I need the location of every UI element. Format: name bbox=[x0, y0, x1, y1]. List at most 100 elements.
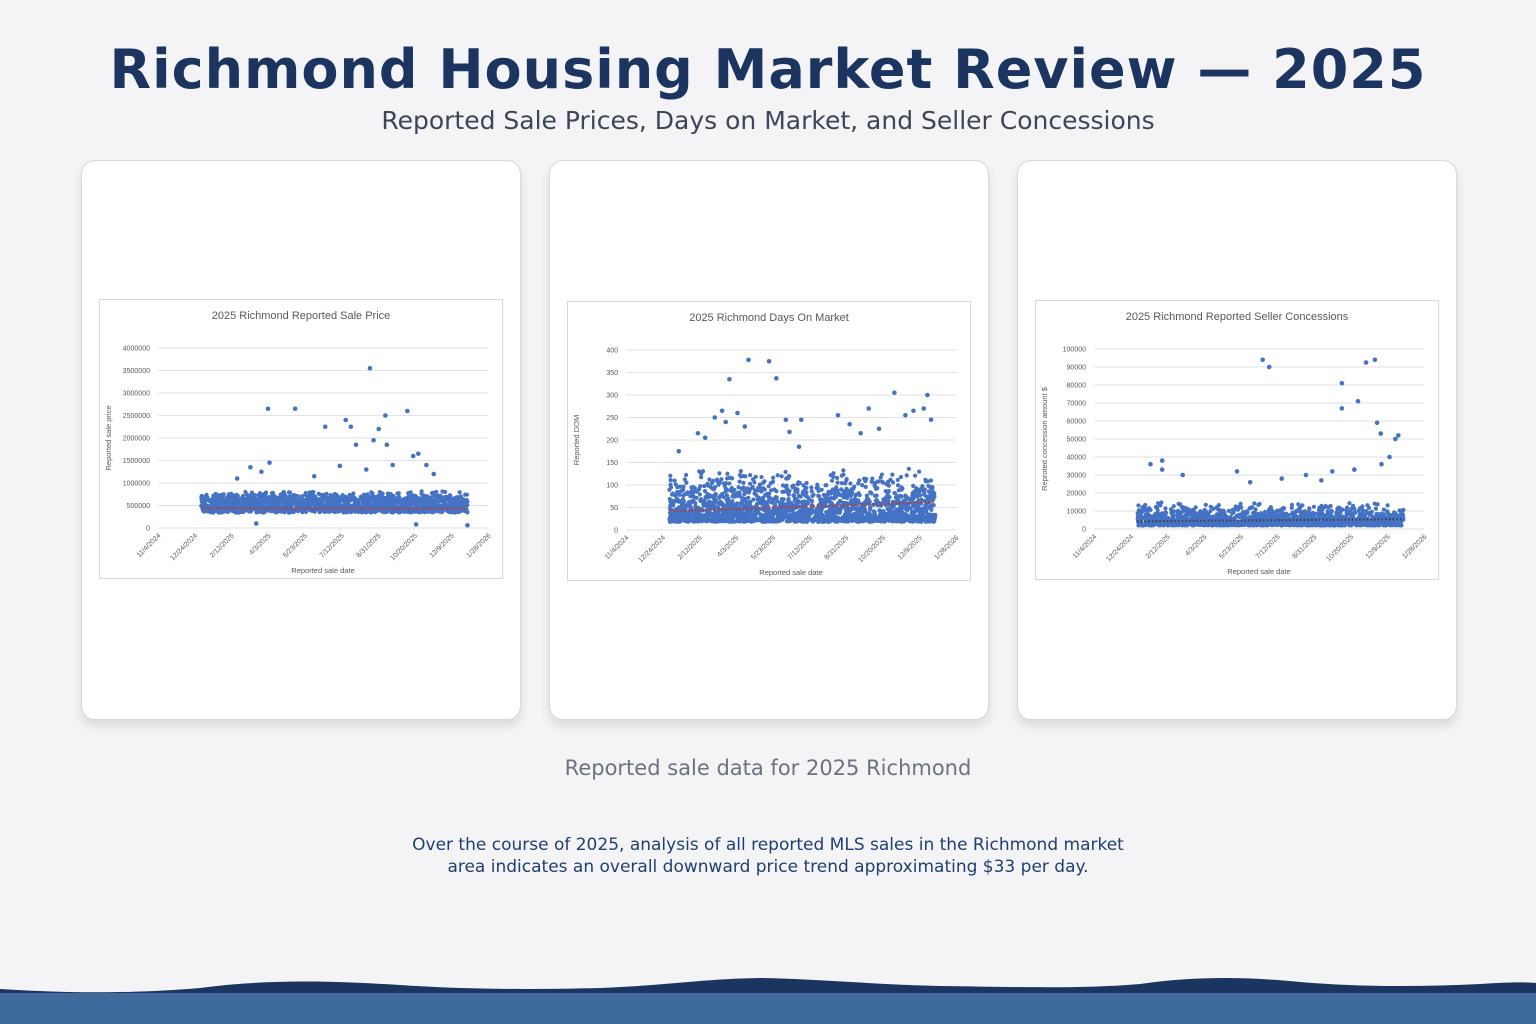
data-point bbox=[916, 498, 921, 503]
data-point bbox=[1318, 515, 1323, 520]
data-point bbox=[792, 512, 797, 518]
data-point bbox=[743, 474, 748, 479]
data-point bbox=[890, 480, 896, 485]
data-point bbox=[1182, 522, 1187, 527]
data-point bbox=[328, 497, 333, 503]
data-point bbox=[678, 489, 683, 494]
data-point bbox=[834, 475, 840, 481]
data-point bbox=[1226, 508, 1232, 514]
data-point bbox=[901, 503, 906, 508]
data-point bbox=[814, 513, 819, 518]
data-point bbox=[931, 502, 936, 508]
data-points bbox=[199, 365, 470, 528]
data-point bbox=[719, 502, 724, 507]
data-point bbox=[895, 477, 900, 482]
page-title: Richmond Housing Market Review — 2025 bbox=[109, 38, 1427, 101]
data-point bbox=[789, 513, 794, 518]
data-point bbox=[787, 502, 792, 507]
data-point bbox=[248, 464, 253, 470]
data-point bbox=[828, 519, 833, 524]
x-tick-label: 12/9/2025 bbox=[897, 534, 924, 561]
data-point bbox=[371, 437, 376, 443]
y-tick-label: 400 bbox=[606, 348, 618, 355]
data-point bbox=[697, 517, 702, 522]
data-point bbox=[1232, 507, 1237, 513]
chart-title: 2025 Richmond Days On Market bbox=[689, 312, 849, 324]
data-point bbox=[234, 476, 240, 481]
data-point bbox=[679, 498, 684, 504]
data-point bbox=[233, 508, 238, 513]
seller-concessions-scatter-chart: 2025 Richmond Reported Seller Concession… bbox=[1040, 311, 1428, 576]
data-point bbox=[1185, 509, 1190, 514]
data-point bbox=[266, 503, 271, 508]
data-point bbox=[891, 514, 896, 519]
data-point bbox=[723, 489, 728, 494]
data-point bbox=[931, 496, 936, 501]
data-point bbox=[1399, 510, 1404, 515]
data-point bbox=[249, 490, 254, 495]
data-point bbox=[1294, 514, 1299, 519]
data-point bbox=[1352, 467, 1357, 472]
data-point bbox=[261, 500, 266, 505]
data-point bbox=[751, 497, 756, 502]
data-point bbox=[915, 519, 920, 524]
data-point bbox=[673, 482, 678, 487]
data-point bbox=[1280, 510, 1285, 515]
data-point bbox=[264, 507, 269, 513]
data-point bbox=[671, 503, 676, 508]
data-point bbox=[819, 487, 824, 492]
data-point bbox=[231, 493, 236, 498]
data-point bbox=[311, 473, 317, 479]
data-point bbox=[752, 491, 757, 496]
data-point bbox=[698, 484, 703, 489]
data-point bbox=[1272, 515, 1277, 521]
data-point bbox=[440, 489, 445, 494]
summary-line: area indicates an overall downward price… bbox=[447, 857, 1089, 877]
data-point bbox=[281, 502, 287, 508]
data-point bbox=[1159, 467, 1165, 472]
data-point bbox=[381, 504, 386, 509]
data-point bbox=[783, 484, 788, 489]
data-point bbox=[872, 509, 877, 515]
data-point bbox=[345, 502, 351, 507]
data-point bbox=[668, 473, 673, 478]
data-point bbox=[1158, 503, 1163, 508]
data-point bbox=[1347, 501, 1352, 506]
data-point bbox=[1204, 510, 1209, 516]
data-point bbox=[779, 511, 784, 516]
data-point bbox=[746, 357, 751, 363]
data-point bbox=[1389, 519, 1394, 524]
data-point bbox=[410, 508, 415, 513]
page-subtitle: Reported Sale Prices, Days on Market, an… bbox=[381, 106, 1155, 135]
y-tick-label: 50000 bbox=[1067, 437, 1087, 444]
data-point bbox=[826, 489, 831, 494]
data-point bbox=[745, 511, 750, 516]
footer-waves bbox=[0, 978, 1536, 1024]
data-point bbox=[843, 488, 848, 494]
data-point bbox=[1267, 507, 1272, 512]
data-point bbox=[1277, 508, 1282, 513]
data-point bbox=[434, 503, 440, 508]
data-point bbox=[1250, 505, 1255, 510]
data-point bbox=[431, 471, 437, 477]
data-point bbox=[299, 494, 305, 499]
data-point bbox=[1375, 502, 1380, 507]
data-point bbox=[1320, 511, 1325, 516]
data-point bbox=[798, 510, 803, 516]
data-point bbox=[719, 477, 724, 482]
data-point bbox=[816, 488, 821, 494]
data-point bbox=[462, 503, 468, 508]
data-point bbox=[801, 518, 806, 523]
y-tick-label: 10000 bbox=[1067, 509, 1087, 516]
data-point bbox=[267, 460, 272, 466]
data-point bbox=[274, 510, 279, 515]
data-point bbox=[672, 499, 677, 504]
data-point bbox=[424, 462, 429, 468]
y-tick-label: 0 bbox=[614, 528, 618, 535]
data-point bbox=[830, 487, 836, 492]
x-tick-label: 4/3/2025 bbox=[1184, 533, 1208, 557]
data-point bbox=[444, 497, 449, 503]
data-point bbox=[824, 483, 829, 488]
data-point bbox=[709, 500, 715, 506]
data-point bbox=[908, 506, 913, 511]
